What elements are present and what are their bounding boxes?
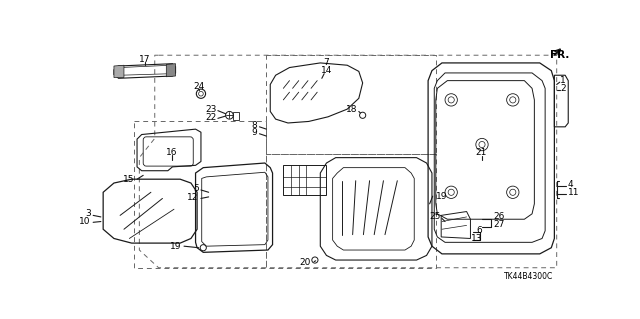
Text: 13: 13	[470, 234, 482, 243]
Text: 27: 27	[493, 220, 505, 229]
Text: 24: 24	[193, 82, 204, 91]
Text: 11: 11	[568, 188, 579, 197]
Text: 19: 19	[170, 242, 182, 251]
Text: 7: 7	[324, 58, 330, 67]
Text: 20: 20	[300, 258, 311, 267]
Text: 23: 23	[205, 105, 216, 115]
Text: 26: 26	[493, 212, 505, 221]
Text: 5: 5	[193, 184, 198, 193]
Text: 12: 12	[188, 193, 198, 202]
Text: 1: 1	[560, 76, 566, 85]
Text: 2: 2	[560, 84, 566, 93]
Text: 17: 17	[139, 55, 150, 64]
Text: 8: 8	[252, 121, 257, 130]
Text: 4: 4	[568, 180, 573, 189]
Polygon shape	[166, 64, 175, 77]
Text: 19: 19	[436, 192, 447, 201]
Text: 6: 6	[476, 226, 482, 235]
Text: 15: 15	[122, 175, 134, 184]
Polygon shape	[114, 65, 124, 78]
Bar	[284, 165, 326, 195]
Text: 16: 16	[166, 148, 177, 157]
Text: 25: 25	[429, 212, 440, 221]
Text: TK44B4300C: TK44B4300C	[504, 272, 553, 281]
Text: 22: 22	[205, 113, 216, 122]
Text: 14: 14	[321, 66, 332, 75]
Text: FR.: FR.	[550, 50, 569, 60]
Text: 9: 9	[252, 129, 257, 137]
Text: 3: 3	[85, 209, 91, 218]
Text: 10: 10	[79, 217, 91, 226]
Text: 18: 18	[346, 105, 357, 115]
Text: 21: 21	[476, 148, 487, 157]
